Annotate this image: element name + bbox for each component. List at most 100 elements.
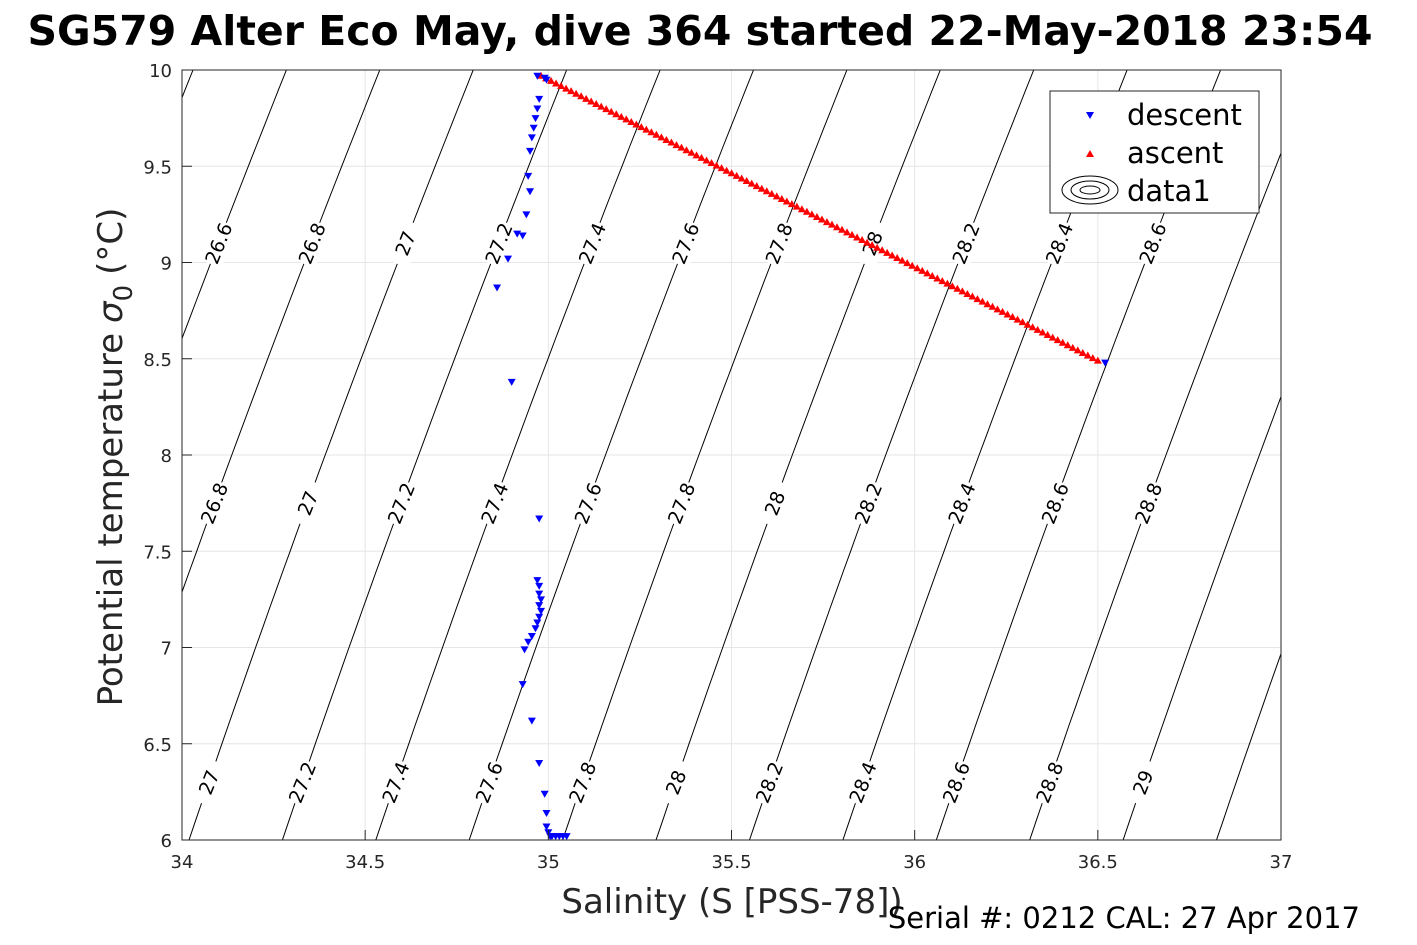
ascent-marker — [657, 133, 666, 141]
ascent-marker — [1063, 341, 1072, 349]
ascent-marker — [577, 92, 586, 100]
contour-label-background — [381, 478, 421, 528]
ascent-marker — [858, 236, 867, 244]
ascent-marker — [612, 110, 621, 118]
contour-label-background — [1039, 218, 1079, 269]
contour-label-group: 27 — [385, 218, 425, 269]
ascent-marker — [978, 297, 987, 305]
legend-descent-label: descent — [1127, 98, 1242, 132]
descent-marker — [542, 810, 551, 818]
ascent-marker — [1058, 338, 1067, 346]
contour-label-background — [1123, 757, 1163, 808]
descent-marker — [531, 115, 540, 123]
descent-marker — [527, 632, 536, 640]
isopycnal-line — [182, 70, 381, 594]
ascent-marker — [802, 207, 811, 215]
ascent-marker — [1053, 336, 1062, 344]
ascent-marker — [687, 148, 696, 156]
legend-ascent-marker — [1086, 150, 1094, 157]
ascent-marker — [567, 87, 576, 95]
ascent-marker — [822, 218, 831, 226]
descent-series — [493, 72, 1110, 841]
contour-label-background — [946, 218, 986, 269]
legend-data1-label: data1 — [1127, 174, 1211, 208]
ascent-marker — [1003, 310, 1012, 318]
descent-marker — [533, 577, 542, 585]
contour-label-background — [1030, 757, 1069, 808]
ascent-marker — [903, 259, 912, 267]
x-tick-label: 34.5 — [345, 852, 385, 873]
ascent-marker — [938, 277, 947, 285]
y-tick-label: 7 — [161, 639, 172, 660]
descent-marker — [524, 172, 533, 180]
ascent-marker — [562, 84, 571, 92]
legend: descent ascent data1 — [1049, 90, 1260, 214]
ascent-marker — [587, 97, 596, 105]
ascent-marker — [557, 82, 566, 90]
serial-cal-footer: Serial #: 0212 CAL: 27 Apr 2017 — [888, 901, 1360, 935]
ascent-marker — [582, 94, 591, 102]
ascent-marker — [817, 215, 826, 223]
contour-label-background — [469, 757, 509, 808]
contour-label-background — [189, 757, 229, 808]
descent-marker — [527, 717, 536, 725]
contour-label-background — [749, 757, 789, 808]
ascent-marker — [1038, 328, 1047, 336]
ascent-marker — [958, 287, 967, 295]
legend-contour-icon — [1061, 175, 1119, 205]
ascent-marker — [898, 256, 907, 264]
ascent-marker — [832, 223, 841, 231]
ascent-marker — [1028, 323, 1037, 331]
ascent-marker — [1073, 346, 1082, 354]
legend-descent-marker — [1086, 112, 1094, 119]
ascent-marker — [672, 141, 681, 149]
isopycnal-line — [749, 70, 1035, 840]
descent-marker — [524, 638, 533, 646]
descent-marker — [535, 760, 544, 767]
descent-marker — [520, 646, 529, 654]
ascent-marker — [627, 117, 636, 125]
ascent-marker — [727, 169, 736, 177]
ascent-marker — [968, 292, 977, 300]
ascent-marker — [752, 182, 761, 190]
y-tick-label: 8.5 — [143, 350, 172, 371]
x-tick-label: 36.5 — [1078, 852, 1118, 873]
ascent-marker — [1013, 315, 1022, 323]
descent-marker — [533, 105, 542, 113]
contour-label-background — [376, 757, 415, 808]
ascent-marker — [652, 130, 661, 138]
ascent-marker — [983, 300, 992, 308]
y-tick-label: 8 — [161, 446, 172, 467]
ascent-marker — [963, 289, 972, 297]
ascent-marker — [602, 105, 611, 113]
ascent-marker — [622, 115, 631, 123]
contour-label-background — [1128, 478, 1168, 528]
contour-label-background — [194, 478, 234, 528]
ascent-marker — [777, 194, 786, 202]
ascent-marker — [1068, 343, 1077, 351]
ascent-marker — [883, 248, 892, 256]
contour-label-background — [568, 478, 608, 528]
contour-label-background — [942, 478, 981, 528]
ascent-marker — [812, 212, 821, 220]
isopycnal-line — [1122, 395, 1281, 840]
ascent-marker — [893, 254, 902, 262]
ascent-marker — [717, 164, 726, 172]
contour-label-background — [288, 478, 327, 528]
ascent-marker — [757, 184, 766, 192]
contour-label-background — [666, 218, 705, 269]
ascent-marker — [1043, 331, 1052, 339]
ascent-marker — [647, 128, 656, 136]
ascent-marker — [632, 120, 641, 128]
ascent-marker — [948, 282, 957, 290]
ascent-marker — [868, 241, 877, 249]
ascent-marker — [973, 295, 982, 303]
chart-title: SG579 Alter Eco May, dive 364 started 22… — [28, 7, 1373, 55]
ascent-marker — [732, 171, 741, 179]
ascent-marker — [767, 189, 776, 197]
descent-marker — [540, 790, 549, 798]
ascent-marker — [873, 243, 882, 251]
ascent-marker — [667, 138, 676, 146]
isopycnal-line — [1029, 151, 1281, 840]
contour-label-background — [475, 478, 514, 528]
